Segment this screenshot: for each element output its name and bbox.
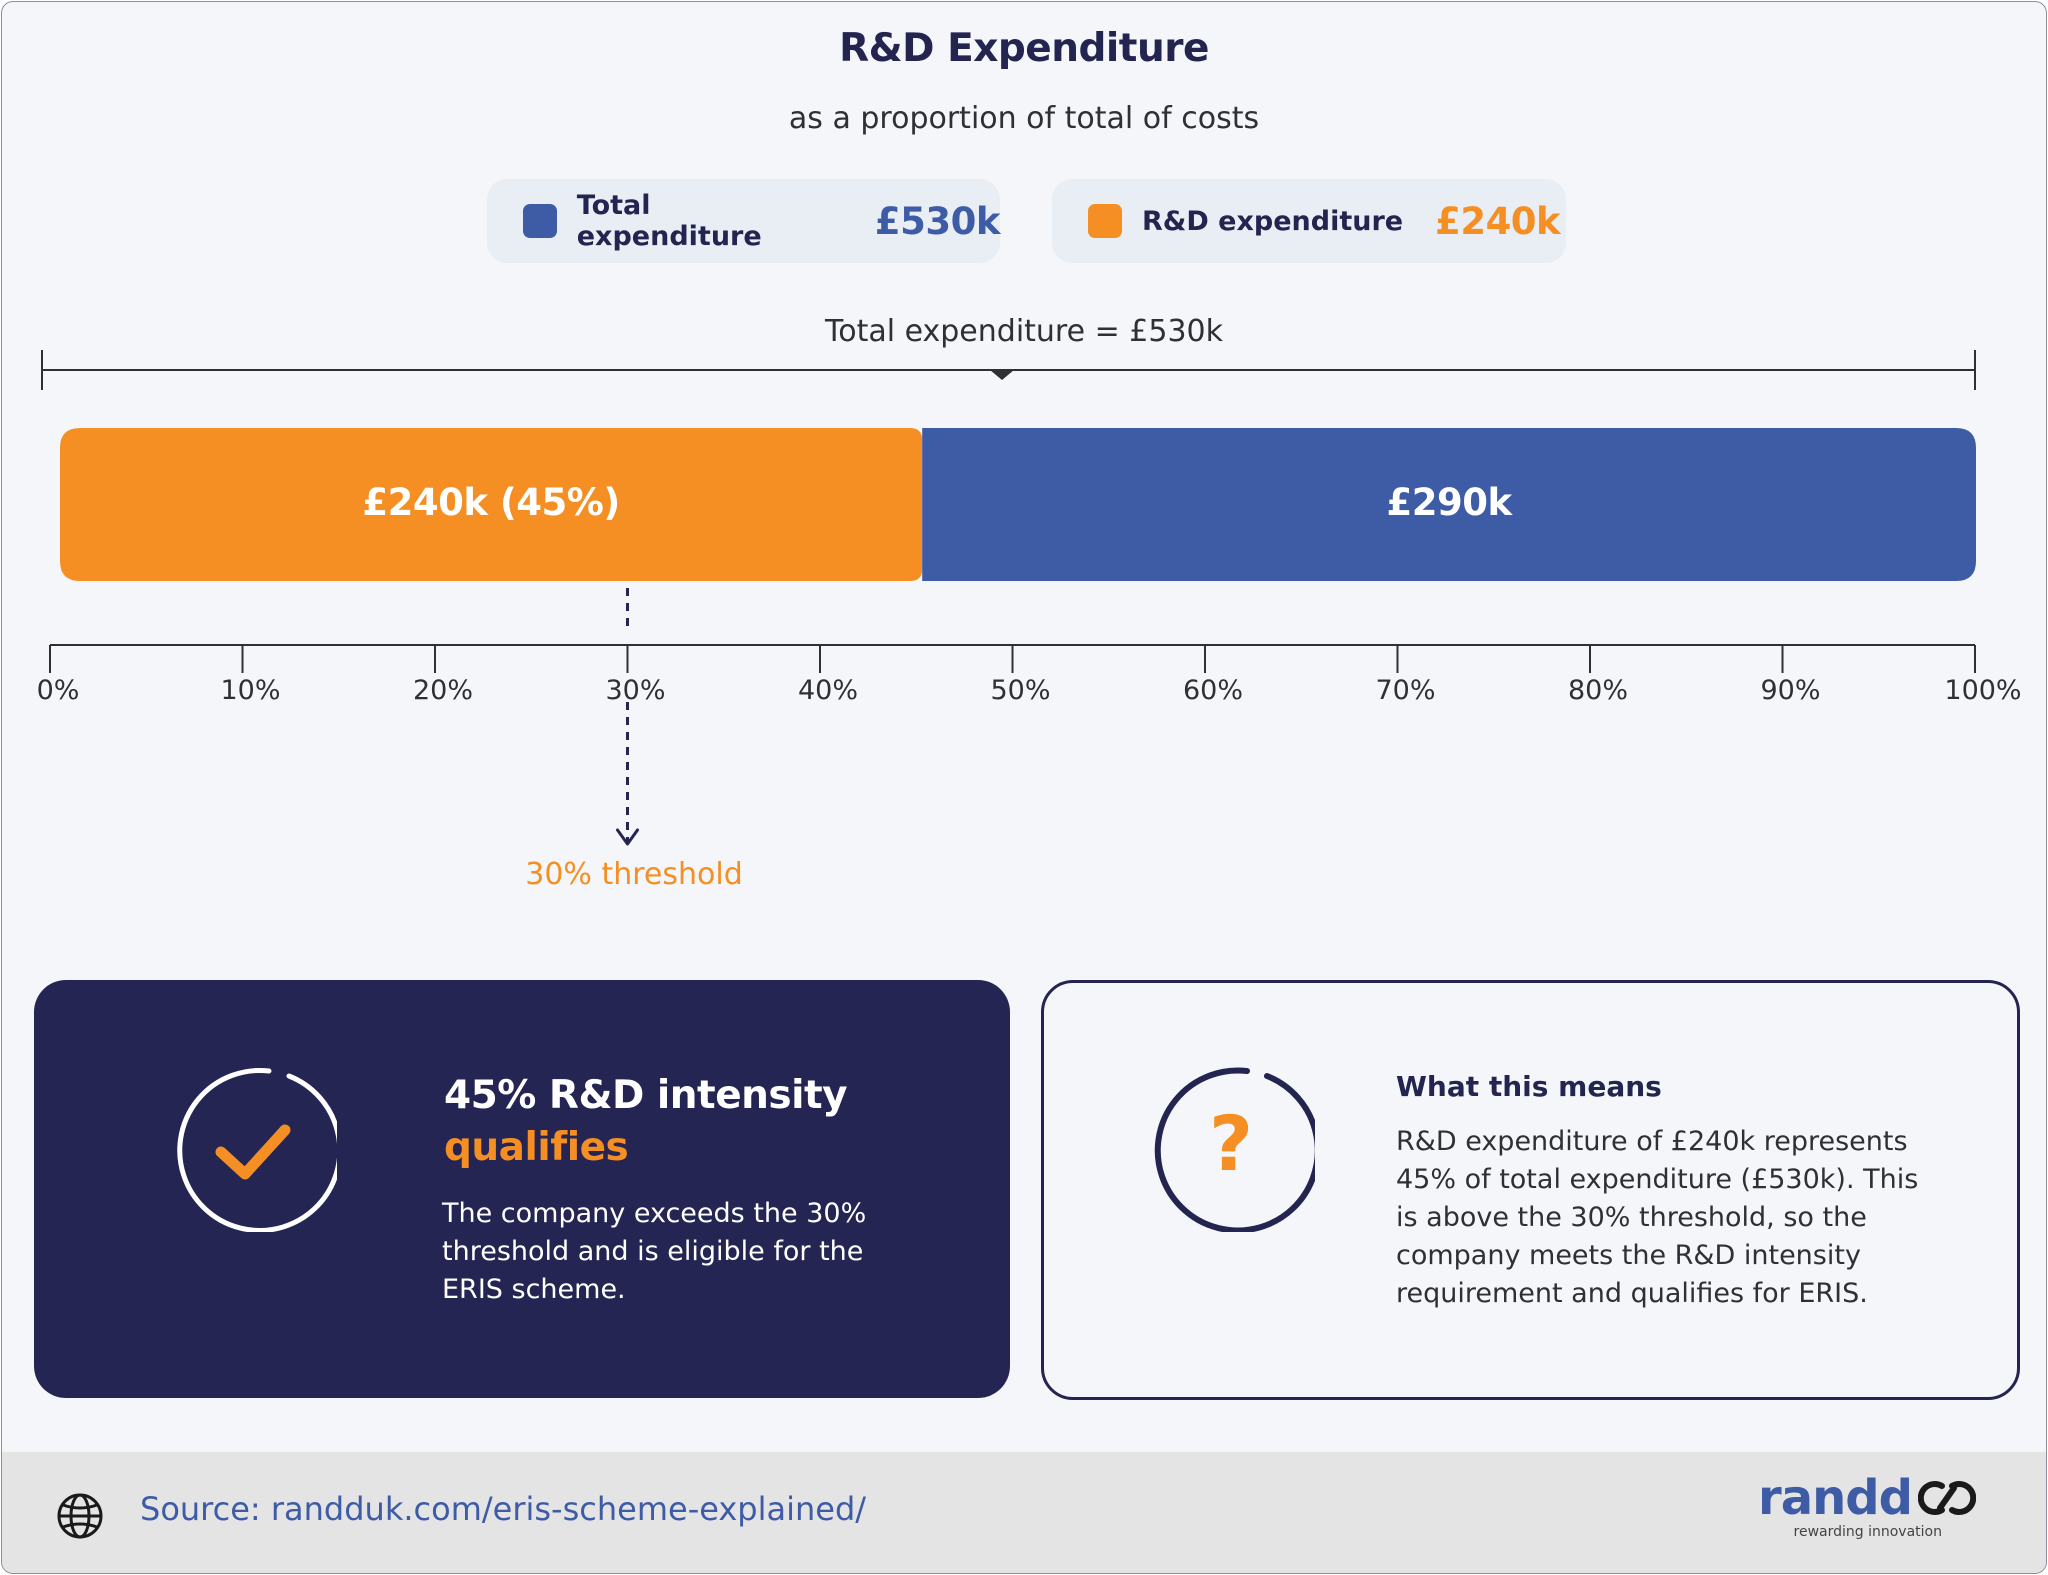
info-heading: What this means xyxy=(1396,1070,1662,1103)
globe-icon xyxy=(57,1493,103,1539)
axis-tick-label-3: 30% xyxy=(605,675,666,706)
chart-subtitle: as a proportion of total of costs xyxy=(788,101,1260,136)
result-heading: 45% R&D intensity qualifies xyxy=(444,1070,848,1174)
axis-tick-label-7: 70% xyxy=(1375,675,1436,706)
total-caption: Total expenditure = £530k xyxy=(824,314,1223,349)
axis-tick-label-2: 20% xyxy=(412,675,474,706)
svg-text:?: ? xyxy=(1209,1099,1253,1188)
axis-tick-label-9: 90% xyxy=(1760,675,1821,706)
footer: Source: randduk.com/eris-scheme-explaine… xyxy=(2,1452,2046,1573)
check-circle-icon xyxy=(177,1067,337,1232)
axis-tick-label-6: 60% xyxy=(1182,675,1244,706)
axis-tick-label-0: 0% xyxy=(36,675,80,706)
chart-title: R&D Expenditure xyxy=(839,26,1209,71)
axis-tick-label-8: 80% xyxy=(1567,675,1629,706)
axis-tick-label-5: 50% xyxy=(990,675,1051,706)
bar-segment-1 xyxy=(922,428,1977,581)
threshold-label: 30% threshold xyxy=(525,857,743,892)
chart-svg xyxy=(41,350,1977,846)
legend-item-rd: R&D expenditure £240k xyxy=(1052,179,1566,263)
legend-value-rd: £240k xyxy=(1435,199,1561,243)
source-link[interactable]: Source: randduk.com/eris-scheme-explaine… xyxy=(140,1490,867,1528)
brand-name: randd xyxy=(1758,1470,1913,1526)
bar-segment-label-1: £290k xyxy=(1386,481,1513,524)
legend-label-total: Total expenditure xyxy=(576,190,762,252)
result-body: The company exceeds the 30% threshold an… xyxy=(442,1198,867,1305)
threshold-arrow-head xyxy=(616,828,639,846)
result-heading-accent: qualifies xyxy=(444,1125,629,1170)
question-circle-icon: ? xyxy=(1154,1067,1315,1232)
result-card: 45% R&D intensity qualifies The company … xyxy=(34,980,1010,1398)
infinity-logo-icon xyxy=(1918,1481,1976,1515)
bar-segment-label-0: £240k (45%) xyxy=(362,481,620,524)
info-body: R&D expenditure of £240k represents 45% … xyxy=(1396,1126,1919,1309)
axis-tick-label-10: 100% xyxy=(1944,675,2022,706)
result-heading-main: 45% R&D intensity xyxy=(444,1073,848,1118)
total-bracket-pointer xyxy=(990,370,1014,380)
brand-logo: randd rewarding innovation xyxy=(1758,1474,1976,1540)
bar-segment-0 xyxy=(60,428,923,581)
legend-value-total: £530k xyxy=(874,199,1001,243)
axis-tick-label-4: 40% xyxy=(797,675,859,706)
axis-tick-label-1: 10% xyxy=(220,675,281,706)
legend-swatch-total xyxy=(523,204,557,238)
legend-label-rd: R&D expenditure xyxy=(1142,205,1404,237)
legend-swatch-rd xyxy=(1088,204,1122,238)
brand-tagline: rewarding innovation xyxy=(1793,1524,1942,1540)
legend-item-total: Total expenditure £530k xyxy=(487,179,1001,263)
info-card: ? What this means R&D expenditure of £24… xyxy=(1041,980,2020,1400)
